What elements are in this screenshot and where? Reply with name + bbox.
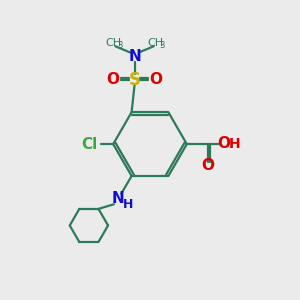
Text: CH: CH <box>147 38 163 48</box>
Text: 3: 3 <box>118 40 123 50</box>
Text: O: O <box>202 158 214 173</box>
Text: N: N <box>128 50 141 64</box>
Text: O: O <box>149 72 163 87</box>
Text: CH: CH <box>106 38 122 48</box>
Text: H: H <box>123 198 133 211</box>
Text: H: H <box>229 137 240 151</box>
Text: N: N <box>112 191 125 206</box>
Text: O: O <box>106 72 119 87</box>
Text: O: O <box>218 136 230 151</box>
Text: S: S <box>128 71 140 89</box>
Text: 3: 3 <box>159 40 164 50</box>
Text: Cl: Cl <box>82 136 98 152</box>
